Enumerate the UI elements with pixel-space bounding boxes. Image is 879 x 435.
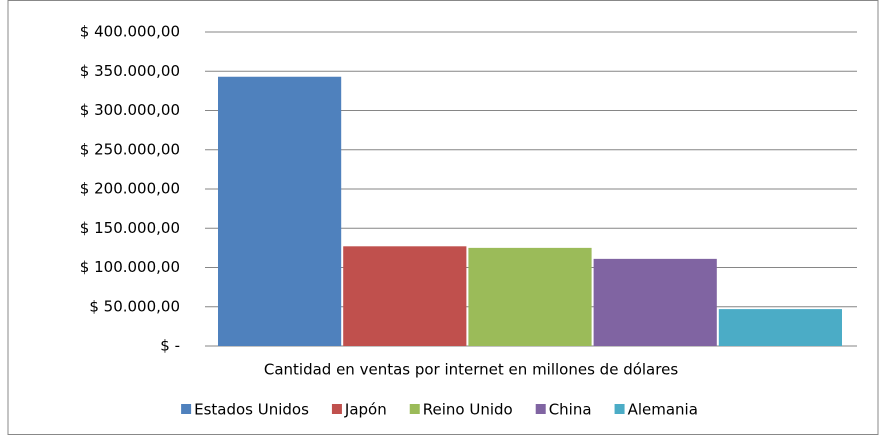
chart-frame [7, 0, 879, 435]
bar [593, 258, 717, 346]
legend-swatch [535, 404, 546, 414]
legend-swatch [331, 404, 342, 414]
y-tick-label: $ - [160, 337, 180, 355]
legend-swatch [181, 404, 192, 414]
legend-label: Estados Unidos [194, 401, 309, 419]
y-tick-label: $ 100.000,00 [80, 258, 180, 276]
y-tick-label: $ 400.000,00 [80, 23, 180, 41]
bar [218, 76, 342, 347]
legend-label: China [549, 401, 592, 419]
y-tick-label: $ 200.000,00 [80, 180, 180, 198]
y-tick-label: $ 300.000,00 [80, 101, 180, 119]
y-tick-label: $ 50.000,00 [89, 297, 180, 315]
legend-swatch [614, 404, 625, 414]
legend-label: Reino Unido [423, 401, 513, 419]
y-tick-label: $ 250.000,00 [80, 140, 180, 158]
y-tick-label: $ 150.000,00 [80, 219, 180, 237]
y-tick-label: $ 350.000,00 [80, 62, 180, 80]
bar [343, 246, 467, 346]
legend-label: Japón [344, 401, 387, 419]
bar [468, 247, 592, 346]
legend-label: Alemania [628, 401, 698, 419]
bar [718, 309, 842, 346]
legend-swatch [409, 404, 420, 414]
x-tick-label: Cantidad en ventas por internet en millo… [264, 361, 678, 379]
